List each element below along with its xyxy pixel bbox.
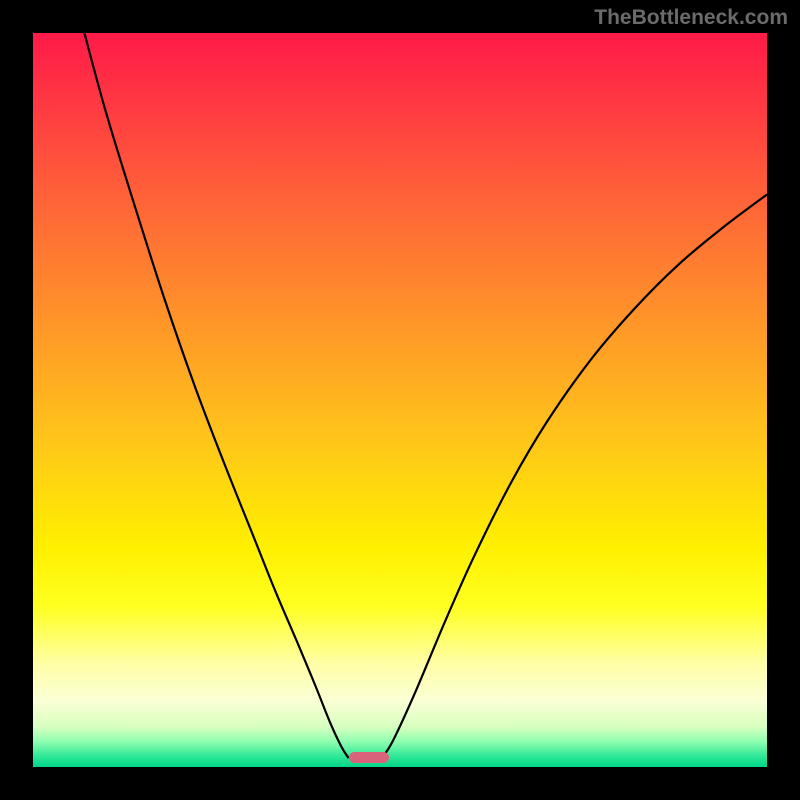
optimum-marker xyxy=(349,752,389,764)
bottleneck-curve-right xyxy=(382,194,767,758)
watermark-text: TheBottleneck.com xyxy=(594,6,788,30)
plot-area xyxy=(33,33,767,767)
curve-layer xyxy=(33,33,767,767)
bottleneck-curve-left xyxy=(84,33,348,758)
